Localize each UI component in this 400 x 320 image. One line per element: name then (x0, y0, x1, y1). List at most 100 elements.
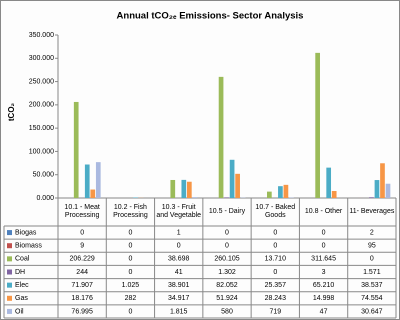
bar (73, 101, 79, 198)
value-label: 0 (177, 243, 181, 250)
legend-swatch (7, 308, 12, 314)
value-label: 34.917 (168, 295, 190, 302)
x-tick-label: 10.3 - Fruit and Vegetable (156, 204, 202, 219)
legend-swatch (7, 282, 12, 288)
bar (385, 183, 391, 198)
value-label: 9 (80, 243, 84, 250)
category-cell: 10.7 - Baked Goods (255, 204, 296, 219)
bar (235, 173, 240, 198)
x-tick-label: 10.2 - Fish Processing (113, 204, 148, 219)
value-label: 0 (225, 229, 229, 236)
bar (278, 186, 283, 198)
x-tick-label: 10.8 - Other (304, 208, 343, 215)
x-tick-label: 10.1 - Meat Processing (64, 204, 100, 219)
legend-swatch (7, 230, 12, 236)
y-tick-label: 350.000 (29, 32, 54, 39)
value-label: 18.176 (71, 295, 93, 302)
value-label: 0 (128, 229, 132, 236)
value-label: 206.229 (69, 256, 94, 263)
legend-label: Coal (15, 256, 30, 263)
legend-label: DH (15, 269, 25, 276)
y-tick-label: 250.000 (29, 78, 54, 85)
value-label: 0 (128, 308, 132, 315)
value-label: 311.645 (311, 256, 336, 263)
category-cell: 10.3 - Fruit and Vegetable (156, 204, 202, 219)
value-label: 41 (175, 269, 183, 276)
value-label: 95 (368, 243, 376, 250)
bar (224, 197, 229, 198)
value-label: 71.907 (71, 282, 93, 289)
bar (369, 197, 374, 198)
value-label: 0 (273, 269, 277, 276)
value-label: 0 (273, 243, 277, 250)
x-tick-label: 10.5 - Dairy (208, 208, 246, 215)
bar (283, 184, 289, 198)
legend-label: Elec (15, 282, 29, 289)
value-label: 0 (225, 243, 229, 250)
value-label: 13.710 (265, 256, 287, 263)
value-label: 0 (80, 229, 84, 236)
value-label: 580 (221, 308, 233, 315)
value-label: 28.243 (265, 295, 287, 302)
value-label: 38.901 (168, 282, 190, 289)
value-label: 282 (125, 295, 137, 302)
value-label: 38.537 (361, 282, 383, 289)
value-label: 1.302 (218, 269, 236, 276)
y-tick-label: 100.000 (29, 148, 54, 155)
value-label: 244 (76, 269, 88, 276)
bar (192, 197, 198, 198)
value-label: 25.357 (265, 282, 287, 289)
value-label: 0 (128, 243, 132, 250)
legend-label: Gas (15, 295, 28, 302)
category-cell: 10.8 - Other (304, 208, 343, 215)
y-tick-label: 200.000 (29, 102, 54, 109)
value-label: 1.571 (363, 269, 381, 276)
legend-swatch (7, 269, 12, 275)
y-axis-label: tCO₂ (7, 102, 16, 121)
value-label: 3 (322, 269, 326, 276)
value-label: 74.554 (361, 295, 383, 302)
bar (315, 52, 320, 198)
bar (218, 76, 224, 198)
legend-label: Biogas (15, 229, 37, 236)
bar (267, 191, 272, 198)
bar (229, 159, 235, 198)
bar (331, 191, 337, 198)
bar (84, 164, 90, 198)
value-label: 47 (320, 308, 328, 315)
legend-swatch (7, 256, 12, 262)
value-label: 30.647 (361, 308, 383, 315)
value-label: 51.924 (216, 295, 238, 302)
x-tick-label: 10.7 - Baked Goods (255, 204, 296, 219)
value-label: 82.052 (216, 282, 238, 289)
value-label: 1.025 (122, 282, 140, 289)
bar (90, 189, 96, 198)
value-label: 1.815 (170, 308, 188, 315)
legend-swatch (7, 243, 12, 249)
bar (95, 162, 101, 198)
value-label: 76.995 (71, 308, 93, 315)
bar (181, 179, 187, 198)
y-tick-label: 300.000 (29, 55, 54, 62)
value-label: 0 (128, 256, 132, 263)
value-label: 260.105 (214, 256, 239, 263)
value-label: 65.210 (313, 282, 335, 289)
bar (326, 167, 332, 198)
bar (170, 179, 176, 198)
legend-swatch (7, 295, 12, 301)
y-tick-label: 0.000 (36, 195, 54, 202)
bar (186, 181, 192, 198)
legend-label: Biomass (15, 243, 42, 250)
value-label: 38.698 (168, 256, 190, 263)
value-label: 0 (322, 229, 326, 236)
bar (374, 180, 380, 198)
value-label: 0 (370, 256, 374, 263)
value-label: 14.998 (313, 295, 335, 302)
bar (380, 163, 385, 198)
category-cell: 10.1 - Meat Processing (64, 204, 100, 219)
value-label: 2 (370, 229, 374, 236)
category-cell: 10.2 - Fish Processing (113, 204, 148, 219)
value-label: 1 (177, 229, 181, 236)
